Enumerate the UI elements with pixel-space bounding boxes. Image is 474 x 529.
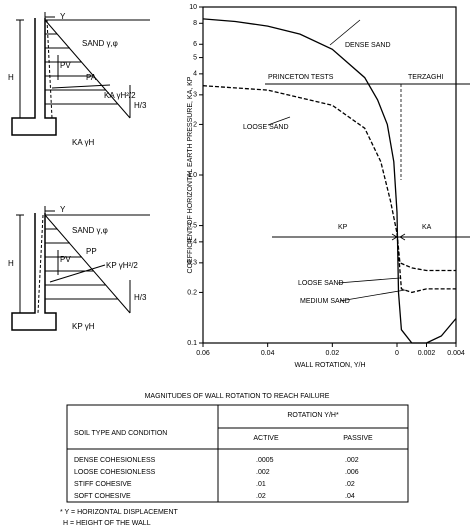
curve — [202, 85, 456, 272]
leader-line — [267, 116, 291, 126]
table-cell: .01 — [256, 481, 266, 488]
leader-line — [329, 19, 361, 46]
series-label: MEDIUM SAND — [300, 298, 350, 305]
table-cell: .04 — [345, 493, 355, 500]
table-header: ROTATION Y/H* — [287, 412, 339, 419]
y-axis-title: COEFFICIENT OF HORIZONTAL EARTH PRESSURE… — [187, 76, 194, 273]
footnote: H = HEIGHT OF THE WALL — [63, 520, 151, 527]
x-tick-label: 0.04 — [261, 350, 275, 357]
annotation: TERZAGHI — [408, 74, 443, 81]
y-tick-label: 5 — [193, 54, 197, 61]
diagram-label: KP γH — [72, 322, 95, 331]
diagram-label: H — [8, 259, 14, 268]
annotation: KP — [338, 224, 348, 231]
curve — [202, 18, 457, 344]
table-cell: DENSE COHESIONLESS — [74, 457, 156, 464]
table-cell: LOOSE COHESIONLESS — [74, 469, 156, 476]
y-tick-label: 2 — [193, 121, 197, 128]
table-cell: .002 — [345, 457, 359, 464]
diagram-label: KP γH²/2 — [106, 261, 138, 270]
table-cell: .0005 — [256, 457, 274, 464]
diagram-label: PA — [86, 73, 97, 82]
diagram-label: PV — [60, 61, 71, 70]
x-tick-label: 0 — [395, 350, 399, 357]
table-title: MAGNITUDES OF WALL ROTATION TO REACH FAI… — [145, 393, 330, 400]
x-tick-label: 0.002 — [418, 350, 436, 357]
footnote: * Y = HORIZONTAL DISPLACEMENT — [60, 509, 179, 516]
leader-line — [339, 289, 406, 302]
diagram-label: PP — [86, 247, 97, 256]
plot-frame — [202, 6, 457, 344]
table-header: SOIL TYPE AND CONDITION — [74, 430, 167, 437]
table-cell: .02 — [256, 493, 266, 500]
chart: 0.1 0.2 0.3 0.4 0.5 1.0 2 3 4 5 6 8 10 0.06 0.04 0.02 0 0… — [187, 4, 470, 357]
x-tick-label: 0.06 — [196, 350, 210, 357]
table-cell: STIFF COHESIVE — [74, 481, 132, 488]
leader-line — [337, 277, 401, 284]
y-tick-label: 0.3 — [187, 260, 197, 267]
annotation: KA — [422, 224, 432, 231]
diagram-label: Y — [60, 12, 66, 21]
x-tick-label: 0.004 — [447, 350, 465, 357]
diagram-label: SAND γ,φ — [82, 39, 118, 48]
table-cell: SOFT COHESIVE — [74, 493, 131, 500]
table-header: PASSIVE — [343, 435, 373, 442]
table-body: DENSE COHESIONLESS .0005 .002 LOOSE COHESIO… — [74, 457, 359, 500]
y-tick-label: 0.5 — [187, 222, 197, 229]
series-label: DENSE SAND — [345, 42, 391, 49]
x-axis-title: WALL ROTATION, Y/H — [294, 362, 365, 369]
y-tick-label: 6 — [193, 41, 197, 48]
arrow — [382, 233, 398, 241]
y-tick-label: 3 — [193, 92, 197, 99]
table-cell: .006 — [345, 469, 359, 476]
diagram-label: H/3 — [134, 293, 147, 302]
table-grid — [66, 404, 409, 503]
diagram-label: Y — [60, 205, 66, 214]
series-label: LOOSE SAND — [243, 124, 289, 131]
passive-wall-diagram — [11, 206, 150, 331]
y-tick-label: 10 — [189, 4, 197, 11]
curve — [396, 233, 456, 294]
y-tick-label: 8 — [193, 20, 197, 27]
diagram-label: SAND γ,φ — [72, 226, 108, 235]
diagram-label: PV — [60, 255, 71, 264]
annotation: LOOSE SAND — [298, 280, 344, 287]
diagram-label: H — [8, 73, 14, 82]
y-tick-label: 0.4 — [187, 239, 197, 246]
diagram-label: H/3 — [134, 101, 147, 110]
arrow — [399, 233, 415, 241]
y-tick-label: 1.0 — [187, 172, 197, 179]
y-tick-label: 0.1 — [187, 340, 197, 347]
table-header: ACTIVE — [253, 435, 279, 442]
x-tick-label: 0.02 — [326, 350, 340, 357]
active-wall-diagram — [11, 12, 150, 136]
table-cell: .02 — [345, 481, 355, 488]
diagram-label: KA γH²/2 — [104, 91, 136, 100]
diagram-label: KA γH — [72, 138, 94, 147]
y-tick-label: 4 — [193, 71, 197, 78]
y-tick-label: 0.2 — [187, 289, 197, 296]
table-cell: .002 — [256, 469, 270, 476]
annotation: PRINCETON TESTS — [268, 74, 334, 81]
